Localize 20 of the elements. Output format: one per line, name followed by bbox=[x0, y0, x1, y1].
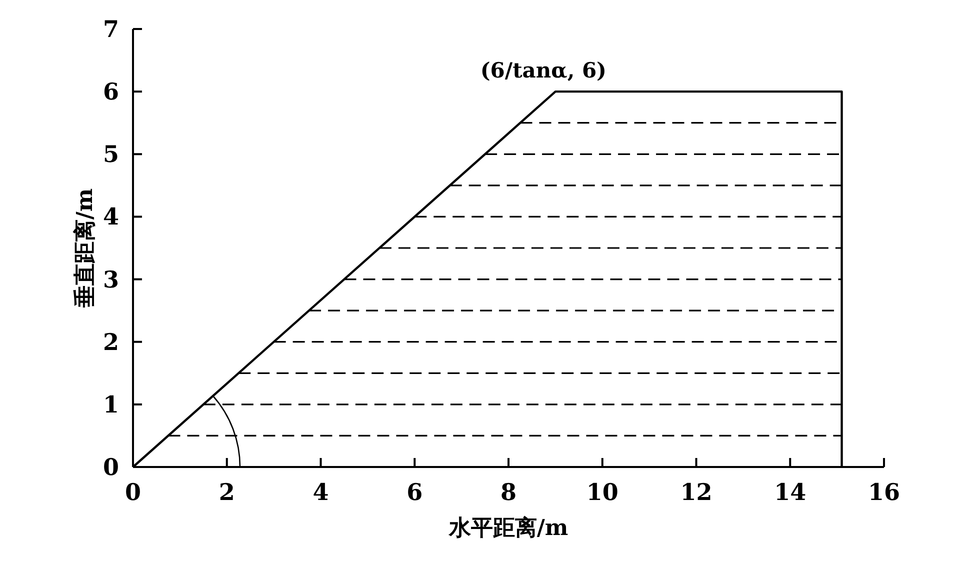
y-tick-label: 6 bbox=[102, 78, 119, 106]
x-tick-label: 4 bbox=[312, 479, 329, 506]
x-tick-label: 0 bbox=[124, 479, 142, 506]
y-tick-label: 0 bbox=[102, 454, 119, 481]
x-tick-label: 8 bbox=[500, 479, 517, 506]
y-axis-title: 垂直距离/m bbox=[72, 188, 98, 309]
x-tick-label: 6 bbox=[406, 479, 423, 506]
x-tick-label: 12 bbox=[680, 479, 712, 506]
x-tick-label: 16 bbox=[868, 479, 900, 506]
y-tick-label: 7 bbox=[102, 16, 119, 43]
y-tick-label: 1 bbox=[102, 391, 119, 418]
x-axis-title: 水平距离/m bbox=[448, 515, 568, 541]
x-tick-label: 2 bbox=[218, 479, 235, 506]
y-tick-label: 4 bbox=[102, 204, 119, 231]
annotation: (6/tanα, 6) bbox=[480, 58, 606, 83]
y-tick-label: 3 bbox=[102, 266, 119, 294]
y-tick-label: 2 bbox=[102, 328, 119, 356]
y-tick-label: 5 bbox=[102, 141, 119, 168]
x-tick-label: 10 bbox=[586, 479, 618, 506]
x-tick-label: 14 bbox=[774, 479, 806, 506]
